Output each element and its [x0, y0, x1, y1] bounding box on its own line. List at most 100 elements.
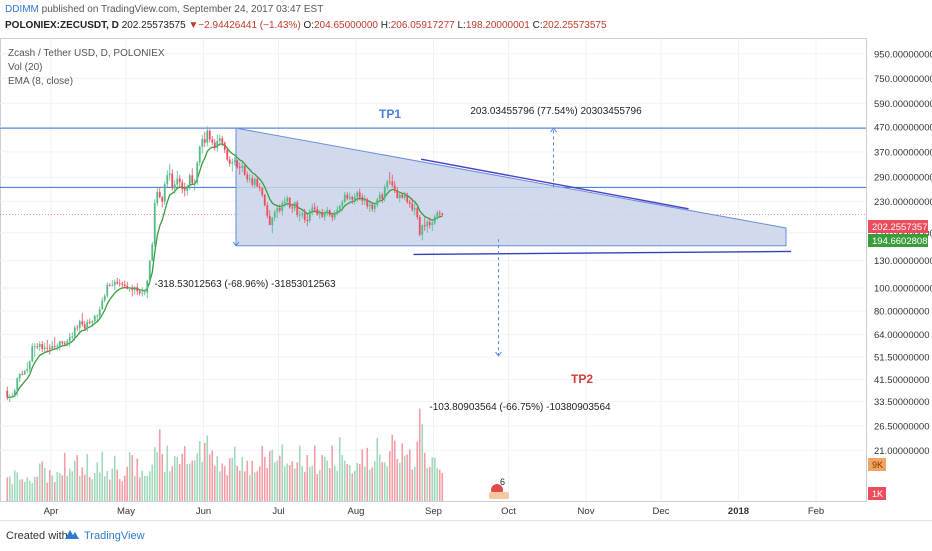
- candle-body: [393, 185, 396, 191]
- volume-bar: [273, 462, 276, 501]
- volume-bar: [218, 471, 221, 501]
- candle-body: [401, 194, 404, 198]
- candle-body: [141, 292, 144, 294]
- volume-bar: [63, 452, 66, 501]
- volume-bar: [46, 482, 49, 501]
- open-value: 204.65000000: [314, 20, 378, 31]
- volume-bar: [378, 454, 381, 501]
- volume-9k-tag: 9K: [868, 458, 886, 471]
- volume-bar: [226, 475, 229, 501]
- tradingview-logo-icon[interactable]: [64, 527, 80, 541]
- x-tick-label: Nov: [578, 506, 595, 516]
- candle-body: [186, 186, 189, 191]
- candle-body: [41, 344, 44, 349]
- candle-body: [218, 138, 221, 142]
- volume-bar: [41, 461, 44, 501]
- y-tick-label: 750.00000000: [874, 74, 932, 85]
- y-tick-label: 64.00000000: [874, 330, 929, 341]
- price-axis[interactable]: 950.00000000 750.00000000 590.00000000 470.…: [874, 49, 932, 456]
- candle-body: [78, 321, 81, 328]
- candle-body: [81, 321, 84, 325]
- volume-bar: [251, 460, 254, 501]
- candle-body: [216, 141, 219, 148]
- candle-body: [73, 327, 76, 337]
- candle-body: [381, 194, 384, 199]
- candle-body: [43, 347, 46, 349]
- event-badge[interactable]: 6: [489, 477, 509, 499]
- volume-bar: [423, 452, 426, 501]
- candle-body: [243, 165, 246, 175]
- last-price-tag-text: 202.25573575: [872, 222, 932, 233]
- candle-body: [228, 159, 231, 164]
- legend-vol: Vol (20): [8, 62, 42, 73]
- volume-bar: [373, 461, 376, 501]
- volume-bar: [248, 475, 251, 501]
- candle-body: [211, 139, 214, 143]
- candle-body: [163, 184, 166, 202]
- candle-body: [361, 197, 364, 201]
- down-measure-label-2: -103.80903564 (-66.75%) -10380903564: [429, 402, 611, 413]
- volume-bar: [16, 472, 19, 501]
- volume-bar: [91, 479, 94, 501]
- candle-body: [343, 194, 346, 203]
- volume-bar: [353, 470, 356, 501]
- candle-body: [301, 213, 304, 215]
- volume-bar: [8, 476, 11, 501]
- volume-bar: [348, 465, 351, 501]
- volume-bar: [366, 447, 369, 501]
- time-axis[interactable]: Apr May Jun Jul Aug Sep Oct Nov Dec 2018 Feb: [44, 506, 825, 517]
- candle-body: [438, 212, 441, 214]
- candle-body: [118, 283, 121, 285]
- candle-body: [178, 178, 181, 183]
- candle-body: [373, 204, 376, 210]
- candle-body: [121, 283, 124, 285]
- candle-body: [138, 291, 141, 294]
- volume-bar: [421, 424, 424, 501]
- volume-bar: [391, 434, 394, 501]
- candle-body: [238, 167, 241, 168]
- measure-arrow-icon: [232, 241, 240, 247]
- volume-bar: [308, 466, 311, 501]
- brand-link[interactable]: TradingView: [84, 530, 145, 542]
- volume-bar: [161, 453, 164, 501]
- candle-body: [246, 174, 249, 180]
- price-chart[interactable]: 950.00000000 750.00000000 590.00000000 470.…: [0, 36, 932, 517]
- candle-body: [56, 345, 59, 347]
- candle-body: [268, 215, 271, 226]
- y-tick-label: 21.00000000: [874, 446, 929, 457]
- candle-body: [26, 369, 29, 371]
- candle-body: [203, 139, 206, 143]
- trend-line[interactable]: [420, 158, 689, 210]
- volume-bar: [238, 470, 241, 501]
- volume-bar: [118, 479, 121, 501]
- volume-bar: [191, 460, 194, 501]
- candle-body: [436, 212, 439, 217]
- candle-body: [166, 175, 169, 185]
- candle-body: [63, 343, 66, 345]
- volume-bar: [396, 459, 399, 501]
- candle-body: [321, 213, 324, 217]
- volume-bar: [393, 440, 396, 501]
- volume-bar: [258, 466, 261, 501]
- candle-body: [406, 195, 409, 203]
- volume-bar: [86, 453, 89, 501]
- candle-body: [123, 284, 126, 286]
- y-tick-label: 370.00000000: [874, 147, 932, 158]
- trend-lines[interactable]: [413, 158, 792, 256]
- candle-body: [426, 221, 429, 227]
- volume-bar: [266, 467, 269, 501]
- volume-bar: [438, 469, 441, 501]
- candle-body: [213, 142, 216, 148]
- author-link[interactable]: DDIMM: [5, 4, 39, 15]
- trend-line[interactable]: [413, 250, 792, 256]
- candle-body: [318, 213, 321, 215]
- y-tick-label: 470.00000000: [874, 123, 932, 134]
- candle-body: [208, 130, 211, 140]
- volume-bar: [441, 473, 444, 501]
- volume-bar: [116, 469, 119, 501]
- chart-area[interactable]: 950.00000000 750.00000000 590.00000000 470.…: [0, 36, 932, 517]
- candle-body: [286, 197, 289, 202]
- volume-bar: [278, 455, 281, 501]
- candle-body: [36, 346, 39, 348]
- volume-bar: [156, 452, 159, 501]
